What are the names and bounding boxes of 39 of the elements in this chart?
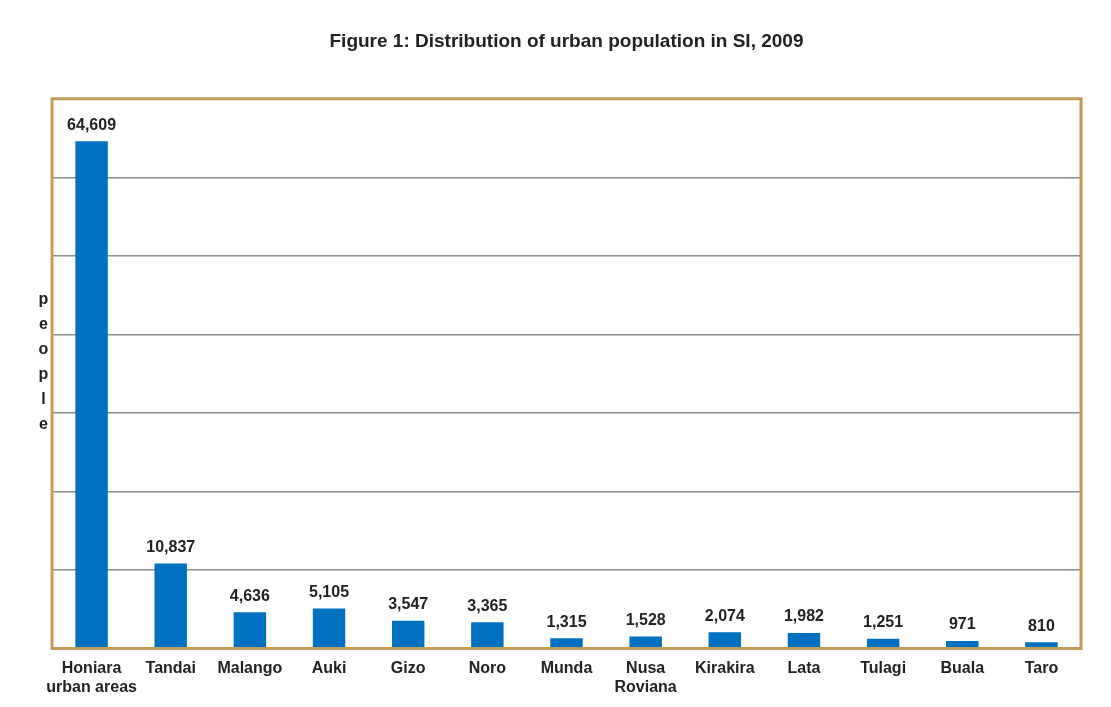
- data-label: 3,365: [467, 596, 508, 614]
- x-tick-label: Tulagi: [860, 658, 907, 676]
- data-label: 3,547: [388, 595, 429, 613]
- data-label: 64,609: [67, 115, 117, 133]
- data-label: 2,074: [704, 606, 745, 624]
- bar: [629, 636, 662, 648]
- data-label: 810: [1028, 616, 1055, 634]
- bar: [233, 612, 267, 648]
- bar: [550, 638, 583, 648]
- bar: [787, 633, 821, 648]
- bar: [391, 620, 425, 648]
- bar: [312, 608, 346, 648]
- data-label: 10,837: [146, 537, 196, 555]
- x-tick-label: Taro: [1024, 658, 1059, 676]
- x-tick-label: Tandai: [145, 658, 196, 676]
- data-label: 1,528: [625, 611, 666, 628]
- x-tick-label: Noro: [468, 658, 507, 676]
- data-label: 4,636: [229, 586, 270, 604]
- x-tick-label: Auki: [311, 658, 347, 676]
- data-label: 5,105: [309, 582, 350, 600]
- x-tick-label: Munda: [540, 658, 593, 676]
- data-label: 1,315: [546, 612, 587, 630]
- data-label: 971: [948, 615, 976, 633]
- x-tick-label: Kirakira: [695, 658, 755, 676]
- x-tick-label: Nusa Roviana: [614, 658, 677, 695]
- y-axis-title: people: [34, 290, 52, 440]
- data-label: 1,251: [863, 613, 904, 631]
- bar: [75, 141, 108, 648]
- data-label: 1,982: [783, 607, 825, 625]
- bar: [471, 622, 504, 648]
- chart-title: Figure 1: Distribution of urban population in SI, 2009: [329, 29, 804, 51]
- x-tick-label: Gizo: [390, 658, 426, 676]
- x-tick-label: Malango: [217, 658, 283, 676]
- x-tick-label: Lata: [787, 658, 821, 676]
- bar: [1025, 642, 1058, 648]
- bar: [708, 632, 742, 648]
- x-tick-label: Buala: [940, 658, 985, 676]
- x-tick-label: Honiara urban areas: [46, 658, 138, 695]
- bar: [154, 563, 187, 648]
